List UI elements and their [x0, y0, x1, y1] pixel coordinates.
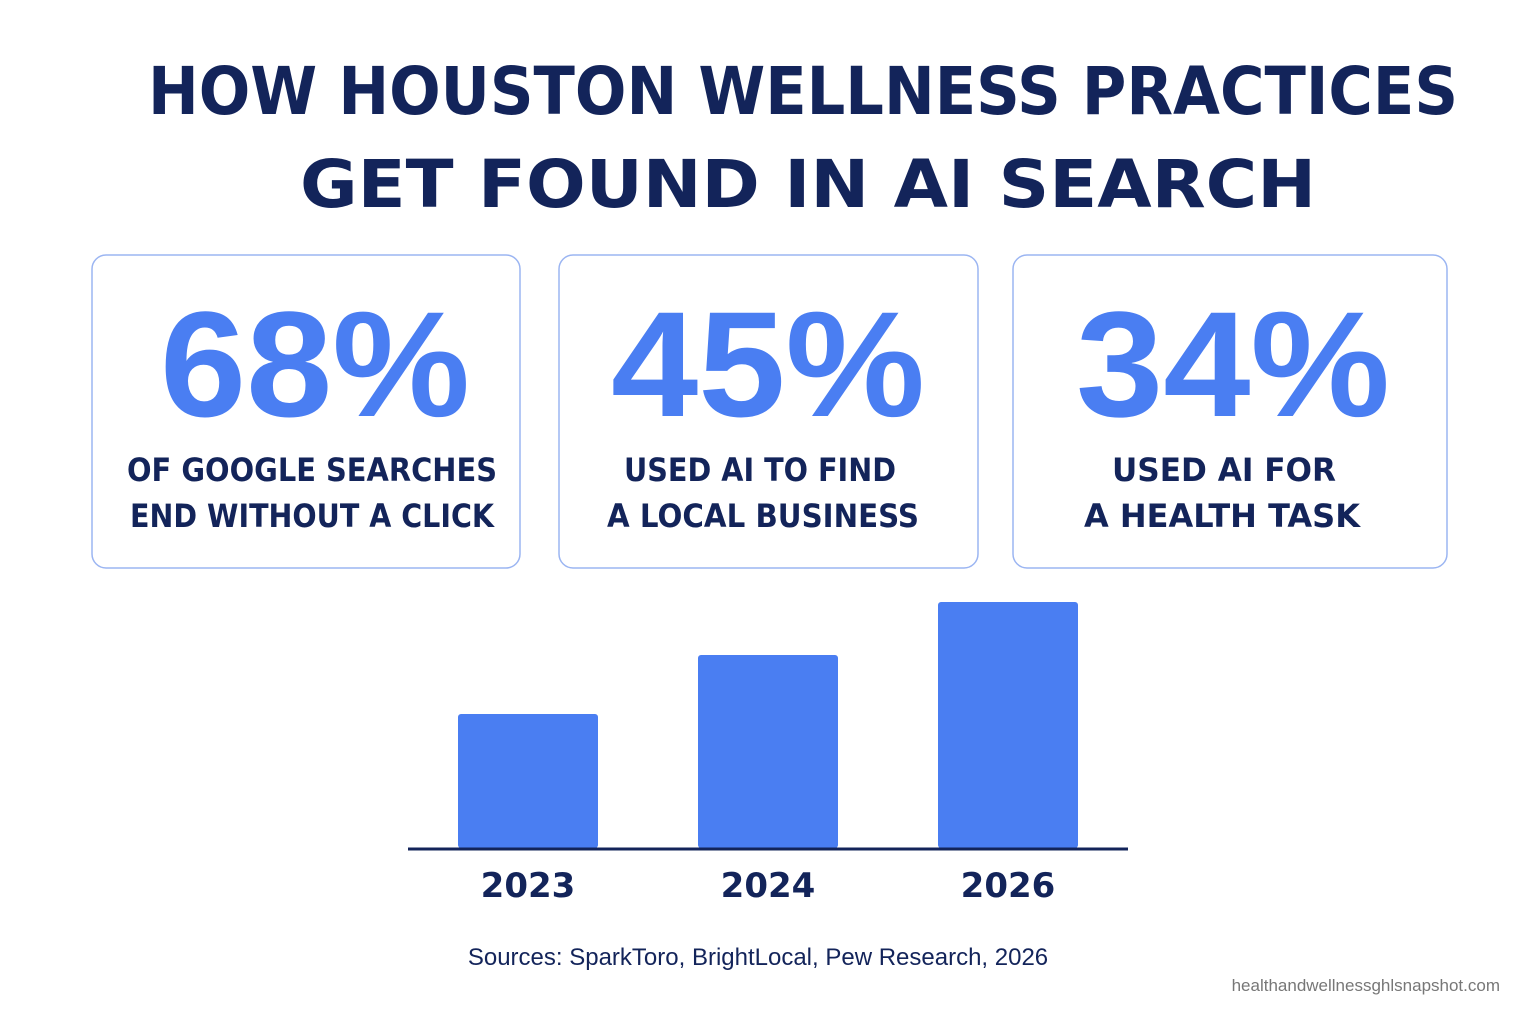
stat-card [1012, 254, 1448, 569]
sources: Sources: SparkToro, BrightLocal, Pew Res… [468, 944, 1048, 971]
bar [698, 655, 838, 848]
stat-label: OF GOOGLE SEARCHES [127, 451, 497, 489]
stat-label: USED AI TO FIND [624, 451, 896, 489]
stat-label: A HEALTH TASK [1084, 497, 1361, 535]
x-tick-label: 2023 [481, 866, 576, 906]
x-tick-label: 2026 [961, 866, 1056, 906]
title-line: GET FOUND IN AI SEARCH [300, 146, 1316, 223]
stat-card [558, 254, 979, 569]
stat-value: 45% [611, 280, 925, 448]
stat-label: END WITHOUT A CLICK [130, 497, 495, 535]
bar [458, 714, 598, 848]
stat-card [91, 254, 521, 569]
bar-chart: 2023 2024 2026 [458, 602, 1078, 906]
watermark: healthandwellnessghlsnapshot.com [1232, 976, 1500, 995]
stat-label: A LOCAL BUSINESS [607, 497, 919, 535]
bar [938, 602, 1078, 848]
title-line: HOW HOUSTON WELLNESS PRACTICES [148, 53, 1458, 130]
stat-value: 34% [1076, 280, 1390, 448]
stat-label: USED AI FOR [1112, 451, 1336, 489]
x-tick-label: 2024 [721, 866, 816, 906]
stat-value: 68% [160, 280, 470, 448]
